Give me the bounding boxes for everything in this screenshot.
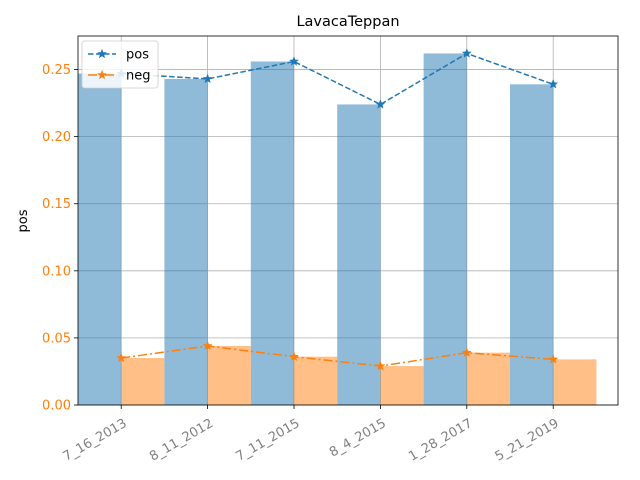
bar-neg [380,366,424,405]
bar-pos [164,78,208,406]
series-line-neg [121,345,554,367]
legend-marker-pos [96,48,108,59]
bars [78,53,597,406]
bar-pos [78,73,122,405]
bar-neg [121,358,165,405]
marker-pos [288,56,300,66]
y-tick-label: 0.10 [42,264,71,279]
bar-pos [510,84,554,406]
bar-pos [337,104,381,405]
series-lines [116,48,559,371]
marker-pos [548,79,559,89]
marker-neg [202,340,213,351]
legend-label-pos: pos [126,48,149,63]
y-tick-label: 0.15 [42,197,71,212]
bar-neg [466,352,510,405]
marker-neg [461,347,472,357]
marker-pos [461,48,472,58]
plot-frame [77,35,619,406]
y-tick-label: 0.00 [42,399,71,414]
y-tick-label: 0.25 [42,63,71,78]
marker-neg [288,351,300,361]
bar-neg [553,359,597,405]
legend: pos neg [81,40,159,89]
marker-pos [375,99,386,109]
marker-neg [548,354,559,364]
marker-neg [375,360,386,371]
series-line-pos [121,52,554,106]
legend-marker-neg [96,69,108,80]
bar-neg [207,345,251,405]
legend-label-neg: neg [126,69,151,84]
axes [74,35,619,409]
y-tick-label: 0.20 [42,130,71,145]
bar-neg [294,356,338,405]
chart-title: LavacaTeppan [296,14,399,30]
y-tick-label: 0.05 [42,331,71,346]
y-axis-label: pos [16,209,31,232]
marker-neg [116,352,127,363]
bar-pos [250,61,294,406]
bar-pos [423,53,467,406]
marker-pos [202,73,213,84]
